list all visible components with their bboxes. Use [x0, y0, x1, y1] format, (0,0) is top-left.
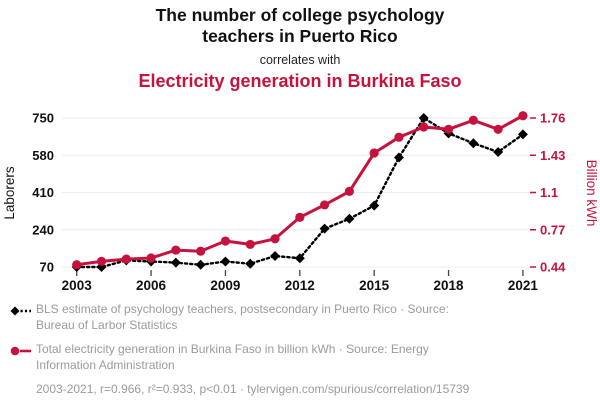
data-point-circle — [320, 200, 330, 210]
data-point-circle — [220, 236, 231, 246]
data-point-circle — [468, 115, 478, 125]
left-axis-tick-label: 240 — [32, 222, 54, 237]
red-circle-solid-line-icon — [10, 346, 31, 356]
x-axis-tick-label: 2015 — [359, 278, 390, 293]
data-point-diamond — [493, 146, 504, 157]
data-point-circle — [419, 122, 429, 132]
left-axis-title: Laborers — [2, 166, 17, 220]
data-point-circle — [369, 148, 379, 158]
data-point-diamond — [418, 113, 429, 123]
right-axis-tick-label: 0.44 — [540, 260, 566, 275]
data-point-diamond — [220, 256, 231, 267]
left-axis-tick-label: 70 — [40, 260, 54, 275]
right-axis-tick-label: 1.43 — [540, 148, 565, 163]
x-axis-tick-label: 2003 — [62, 278, 93, 293]
chart-svg: 70 240 410 580 750 0.44 0.77 1.1 1.43 1.76 2003 200… — [2, 111, 599, 294]
title-line-2: teachers in Puerto Rico — [202, 26, 398, 47]
data-point-diamond — [170, 257, 181, 268]
right-axis-tick-label: 0.77 — [540, 222, 565, 237]
data-point-circle — [171, 245, 181, 255]
data-point-diamond — [393, 152, 404, 163]
connector-text: correlates with — [259, 52, 341, 67]
data-point-circle — [121, 254, 131, 264]
data-point-diamond — [195, 259, 206, 270]
right-axis-tick-label: 1.1 — [540, 185, 558, 200]
data-point-circle — [146, 253, 156, 263]
data-point-circle — [518, 111, 528, 121]
data-point-circle — [493, 124, 503, 134]
title-line-1: The number of college psychology — [155, 5, 445, 25]
data-point-diamond — [245, 258, 256, 269]
data-point-diamond — [270, 251, 281, 262]
chart-subtitle: Electricity generation in Burkina Faso — [138, 70, 462, 91]
legend: BLS estimate of psychology teachers, pos… — [10, 302, 594, 396]
left-axis-tick-label: 580 — [32, 148, 54, 163]
data-point-circle — [344, 186, 354, 196]
legend-item-teachers: BLS estimate of psychology teachers, pos… — [10, 302, 594, 333]
title-block: The number of college psychology teacher… — [0, 5, 600, 92]
data-point-diamond — [319, 223, 330, 234]
data-point-circle — [72, 260, 82, 270]
legend-item-electricity: Total electricity generation in Burkina … — [10, 342, 594, 373]
legend-electricity-line-2: Information Administration — [36, 357, 175, 372]
data-point-circle — [270, 234, 280, 244]
left-axis-tick-label: 410 — [32, 185, 54, 200]
stats-footer: 2003-2021, r=0.966, r²=0.933, p<0.01 · t… — [36, 382, 470, 397]
legend-teachers-line-1: BLS estimate of psychology teachers, pos… — [36, 302, 449, 316]
data-point-circle — [96, 256, 107, 266]
x-axis-tick-label: 2012 — [285, 278, 315, 293]
left-axis-tick-label: 750 — [32, 111, 54, 126]
data-point-diamond — [294, 253, 305, 264]
x-axis-tick-label: 2009 — [210, 278, 240, 293]
data-point-circle — [295, 212, 305, 222]
data-point-circle — [245, 239, 255, 250]
legend-teachers-line-2: Bureau of Larbor Statistics — [36, 317, 178, 332]
data-point-diamond — [369, 200, 380, 211]
x-axis-tick-label: 2006 — [136, 278, 167, 293]
legend-item-teachers-label: BLS estimate of psychology teachers, pos… — [36, 302, 449, 333]
series-line-1 — [75, 114, 525, 267]
black-diamond-dashed-line-icon — [10, 306, 31, 316]
legend-electricity-line-1: Total electricity generation in Burkina … — [36, 342, 429, 357]
data-point-circle — [394, 132, 404, 142]
data-point-diamond — [468, 138, 479, 149]
legend-item-electricity-label: Total electricity generation in Burkina … — [36, 342, 429, 373]
data-point-diamond — [344, 213, 355, 224]
x-axis-tick-label: 2021 — [508, 278, 539, 293]
right-axis-tick-label: 1.76 — [540, 111, 565, 126]
page-title: The number of college psychology teacher… — [0, 5, 600, 48]
data-point-circle — [196, 246, 206, 256]
x-axis-tick-label: 2018 — [434, 278, 465, 293]
data-point-diamond — [517, 129, 528, 140]
data-point-circle — [443, 124, 454, 134]
right-axis-title: Billion kWh — [584, 160, 599, 227]
